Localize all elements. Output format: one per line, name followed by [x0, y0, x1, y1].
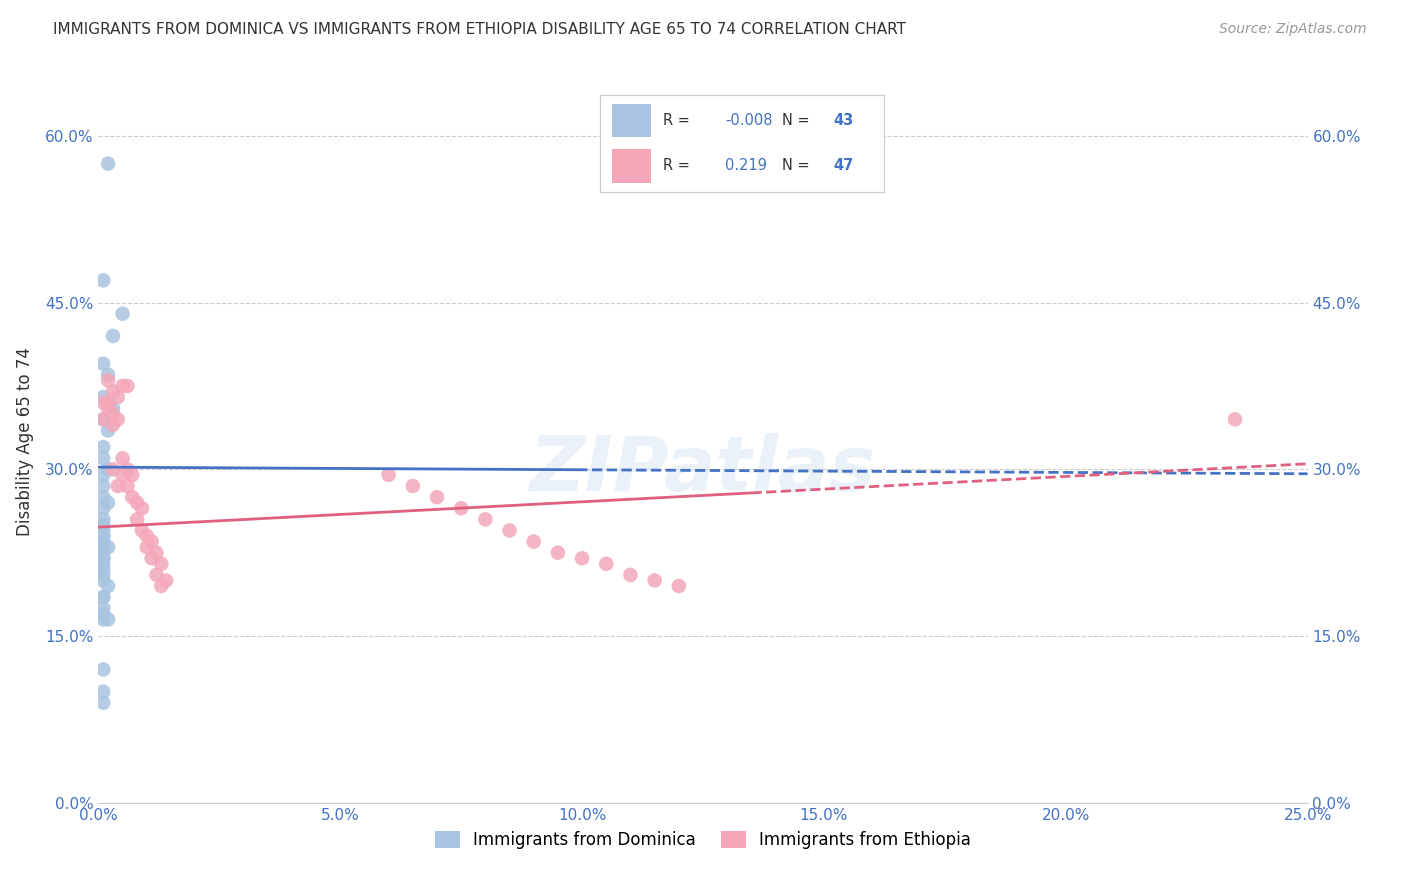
Point [107, 390, 129, 404]
Point [498, 524, 520, 538]
Point [547, 546, 569, 560]
Point [668, 579, 690, 593]
Point [97, 424, 120, 438]
Legend: Immigrants from Dominica, Immigrants from Ethiopia: Immigrants from Dominica, Immigrants fro… [429, 824, 977, 856]
Y-axis label: Disability Age 65 to 74: Disability Age 65 to 74 [15, 347, 34, 536]
Point [155, 574, 177, 588]
Point [91, 467, 114, 482]
Point [91, 562, 114, 576]
Point [111, 379, 134, 393]
Point [91, 568, 114, 582]
Point [91, 684, 114, 698]
Point [131, 524, 153, 538]
Point [91, 440, 114, 454]
Point [91, 534, 114, 549]
Point [107, 479, 129, 493]
Point [101, 417, 124, 432]
Point [111, 467, 134, 482]
Point [1223, 412, 1246, 426]
Point [101, 462, 124, 476]
Point [97, 156, 120, 170]
Point [97, 612, 120, 626]
Point [619, 568, 641, 582]
Point [101, 401, 124, 416]
Point [150, 557, 173, 571]
Point [135, 540, 157, 554]
Point [523, 534, 546, 549]
Point [91, 607, 114, 621]
Point [91, 273, 114, 287]
Point [91, 529, 114, 543]
Point [644, 574, 666, 588]
Point [91, 490, 114, 504]
Point [91, 612, 114, 626]
Point [97, 401, 120, 416]
Text: IMMIGRANTS FROM DOMINICA VS IMMIGRANTS FROM ETHIOPIA DISABILITY AGE 65 TO 74 COR: IMMIGRANTS FROM DOMINICA VS IMMIGRANTS F… [53, 22, 907, 37]
Point [97, 395, 120, 409]
Point [97, 373, 120, 387]
Point [91, 412, 114, 426]
Point [450, 501, 472, 516]
Point [97, 540, 120, 554]
Point [91, 601, 114, 615]
Point [107, 412, 129, 426]
Point [571, 551, 593, 566]
Point [91, 524, 114, 538]
Point [97, 462, 120, 476]
Point [97, 368, 120, 382]
Point [117, 479, 139, 493]
Point [91, 574, 114, 588]
Point [91, 696, 114, 710]
Point [101, 329, 124, 343]
Point [127, 512, 149, 526]
Point [595, 557, 617, 571]
Point [101, 407, 124, 421]
Point [91, 412, 114, 426]
Point [141, 551, 163, 566]
Point [91, 501, 114, 516]
Point [91, 390, 114, 404]
Point [91, 395, 114, 409]
Text: ZIPatlas: ZIPatlas [530, 434, 876, 508]
Point [474, 512, 496, 526]
Point [131, 501, 153, 516]
Point [97, 496, 120, 510]
Point [91, 529, 114, 543]
Point [377, 467, 399, 482]
Point [135, 529, 157, 543]
Text: Source: ZipAtlas.com: Source: ZipAtlas.com [1219, 22, 1367, 37]
Point [91, 479, 114, 493]
Point [91, 551, 114, 566]
Point [121, 490, 143, 504]
Point [91, 517, 114, 532]
Point [91, 551, 114, 566]
Point [141, 534, 163, 549]
Point [91, 540, 114, 554]
Point [101, 384, 124, 399]
Point [121, 467, 143, 482]
Point [111, 307, 134, 321]
Point [91, 451, 114, 466]
Point [117, 462, 139, 476]
Point [91, 590, 114, 604]
Point [402, 479, 425, 493]
Point [127, 496, 149, 510]
Point [117, 379, 139, 393]
Point [91, 590, 114, 604]
Point [91, 662, 114, 676]
Point [111, 451, 134, 466]
Point [91, 557, 114, 571]
Point [426, 490, 449, 504]
Point [150, 579, 173, 593]
Point [91, 357, 114, 371]
Point [145, 568, 167, 582]
Point [91, 512, 114, 526]
Point [91, 546, 114, 560]
Point [97, 579, 120, 593]
Point [145, 546, 167, 560]
